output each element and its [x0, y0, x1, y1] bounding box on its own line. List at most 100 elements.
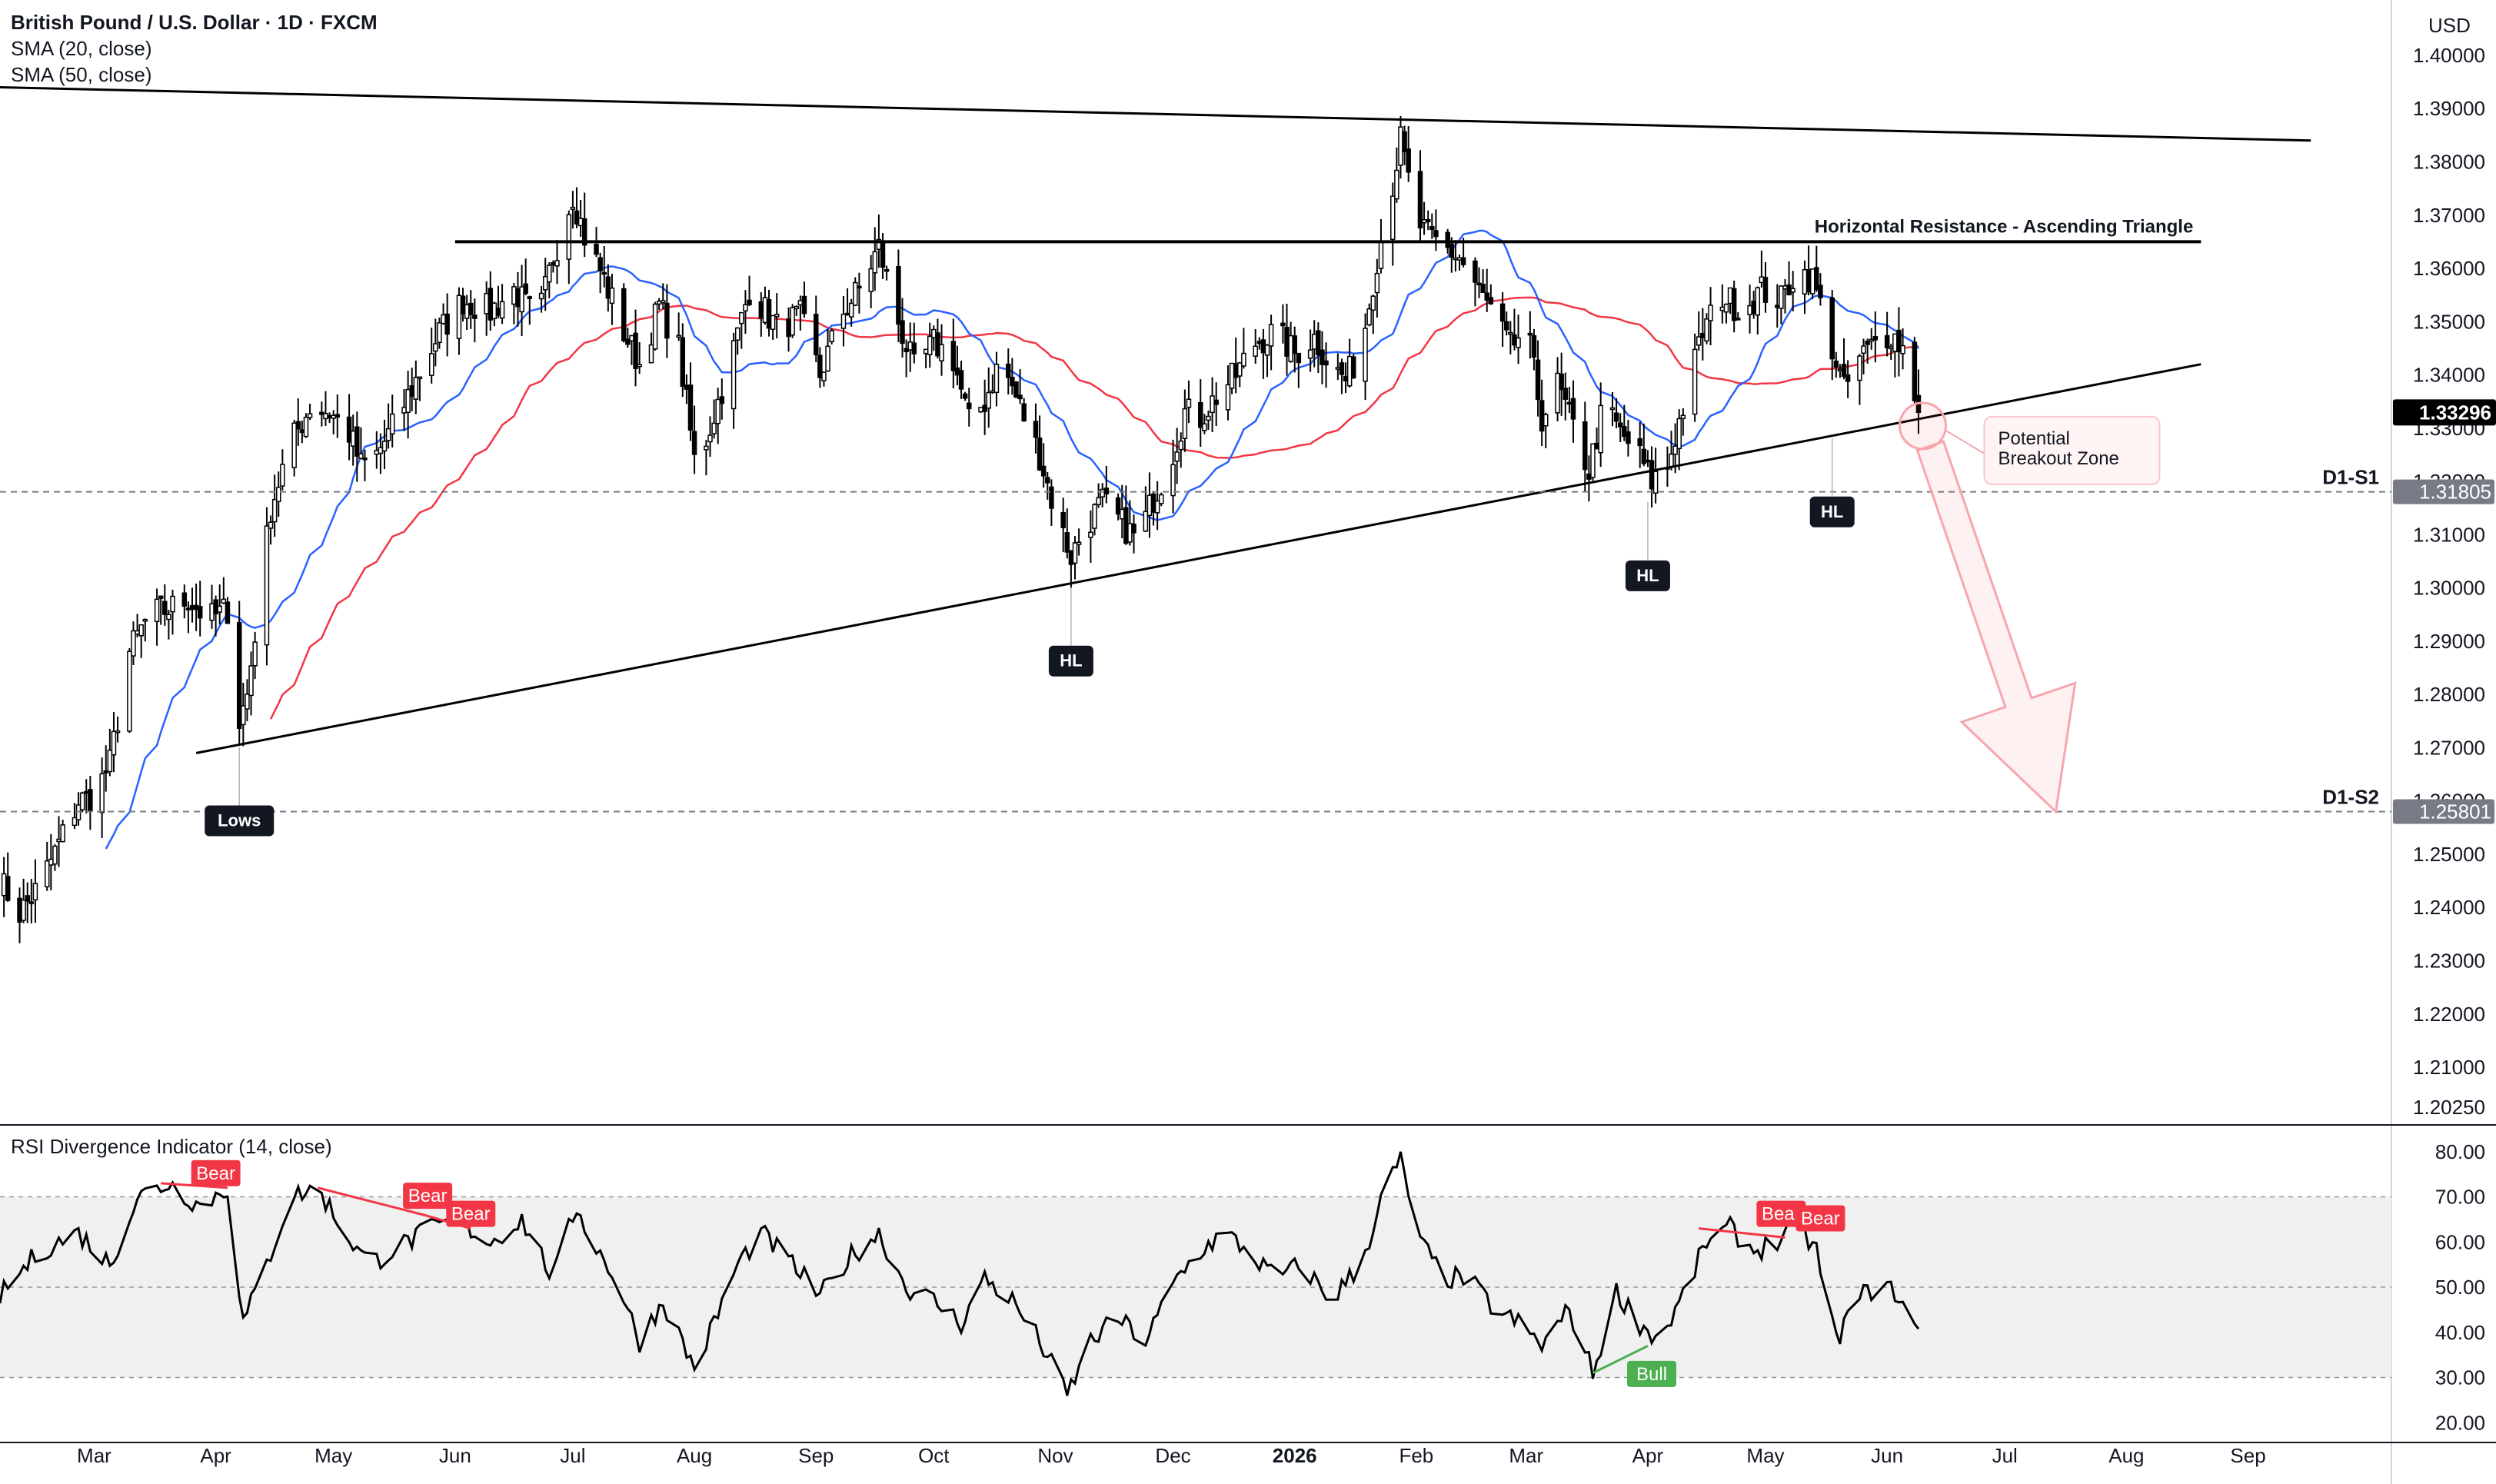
- candle-body: [1119, 508, 1125, 520]
- candle-body: [1402, 131, 1407, 152]
- candle-body: [1512, 334, 1517, 346]
- candle-body: [17, 897, 22, 923]
- candle-body: [433, 343, 438, 352]
- candle-body: [111, 730, 117, 756]
- candle-body: [158, 595, 164, 599]
- candle-body: [574, 210, 580, 225]
- candle-body: [1809, 268, 1815, 294]
- candle-body: [1131, 523, 1137, 534]
- candle-body: [1700, 332, 1706, 338]
- candle-body: [323, 413, 328, 420]
- candle-body: [1198, 401, 1203, 428]
- candle-body: [1017, 394, 1023, 400]
- candle-body: [896, 265, 901, 325]
- price-tick-label: 1.38000: [2413, 150, 2485, 173]
- divergence-label: Bear: [451, 1204, 491, 1225]
- candle-body: [880, 242, 886, 268]
- candle-body: [1460, 257, 1466, 265]
- candle-body: [904, 348, 909, 353]
- candle-body: [1370, 295, 1376, 311]
- candle-body: [1570, 398, 1576, 420]
- candle-body: [181, 592, 188, 607]
- candle-body: [1123, 507, 1129, 544]
- candle-body: [1150, 493, 1156, 513]
- candle-body: [1092, 504, 1097, 529]
- candle-body: [1535, 359, 1541, 401]
- upper-trendline: [0, 86, 2311, 142]
- candle-body: [135, 630, 140, 635]
- candle-body: [441, 314, 446, 324]
- candle-body: [1374, 272, 1380, 294]
- candle-body: [986, 391, 991, 409]
- candle-body: [1292, 335, 1297, 354]
- candle-body: [1652, 471, 1659, 494]
- candle-body: [1779, 285, 1784, 309]
- sma50-legend: SMA (50, close): [11, 63, 152, 86]
- sma20-legend: SMA (20, close): [11, 37, 152, 60]
- rsi-tick-label: 70.00: [2435, 1186, 2485, 1209]
- candle-body: [1260, 339, 1266, 354]
- candle-body: [848, 302, 854, 318]
- candle-body: [299, 429, 305, 434]
- candle-body: [594, 244, 599, 255]
- sma50-line: [269, 296, 1919, 720]
- candle-body: [327, 414, 332, 418]
- candle-body: [193, 604, 199, 611]
- candle-body: [1256, 341, 1263, 344]
- candle-body: [1912, 341, 1918, 401]
- candle-body: [1280, 322, 1286, 327]
- candle-body: [307, 413, 313, 418]
- candle-body: [684, 384, 690, 390]
- candle-body: [472, 314, 478, 319]
- candle-body: [1206, 415, 1211, 421]
- time-axis-label: Jun: [439, 1444, 471, 1467]
- candle-body: [468, 302, 474, 315]
- candle-body: [1045, 477, 1050, 484]
- candle-body: [715, 398, 721, 424]
- candle-body: [1425, 219, 1431, 222]
- candle-body: [1786, 284, 1792, 296]
- candle-body: [656, 301, 662, 305]
- candle-body: [1613, 412, 1619, 422]
- candle-body: [1241, 352, 1246, 367]
- candle-body: [52, 845, 58, 865]
- candle-body: [1802, 268, 1808, 294]
- candle-body: [99, 773, 105, 814]
- candles-group: [1, 115, 1922, 943]
- swing-label: Lows: [218, 811, 261, 830]
- lower-trendline: [195, 363, 2201, 754]
- candle-body: [680, 337, 686, 388]
- candle-body: [1841, 364, 1847, 378]
- candle-body: [519, 286, 524, 313]
- candle-body: [1892, 333, 1898, 352]
- candle-body: [633, 332, 638, 369]
- candle-body: [1833, 360, 1839, 368]
- candle-body: [1696, 336, 1702, 346]
- price-tick-label: 1.36000: [2413, 257, 2485, 280]
- candle-body: [252, 641, 258, 667]
- candle-body: [1237, 362, 1243, 377]
- candle-body: [770, 314, 776, 330]
- candle-body: [1013, 381, 1019, 398]
- candle-body: [719, 396, 725, 404]
- candle-body: [884, 268, 890, 272]
- candle-body: [385, 428, 391, 441]
- candle-body: [790, 307, 795, 336]
- price-tick-label: 1.28000: [2413, 683, 2485, 706]
- candle-body: [1861, 345, 1866, 354]
- candle-body: [939, 344, 944, 361]
- candle-body: [1143, 511, 1149, 532]
- candle-body: [1268, 324, 1274, 347]
- candle-body: [1790, 288, 1795, 293]
- candle-body: [762, 297, 768, 324]
- candle-body: [1539, 400, 1545, 432]
- swing-label-bg: [205, 805, 275, 837]
- candle-body: [405, 388, 411, 413]
- candle-body: [488, 288, 494, 321]
- time-axis-label: Mar: [77, 1444, 111, 1467]
- divergence-label-bg: [1627, 1360, 1677, 1387]
- rsi-tick-label: 40.00: [2435, 1321, 2485, 1344]
- candle-body: [495, 308, 501, 316]
- candle-body: [1311, 334, 1317, 350]
